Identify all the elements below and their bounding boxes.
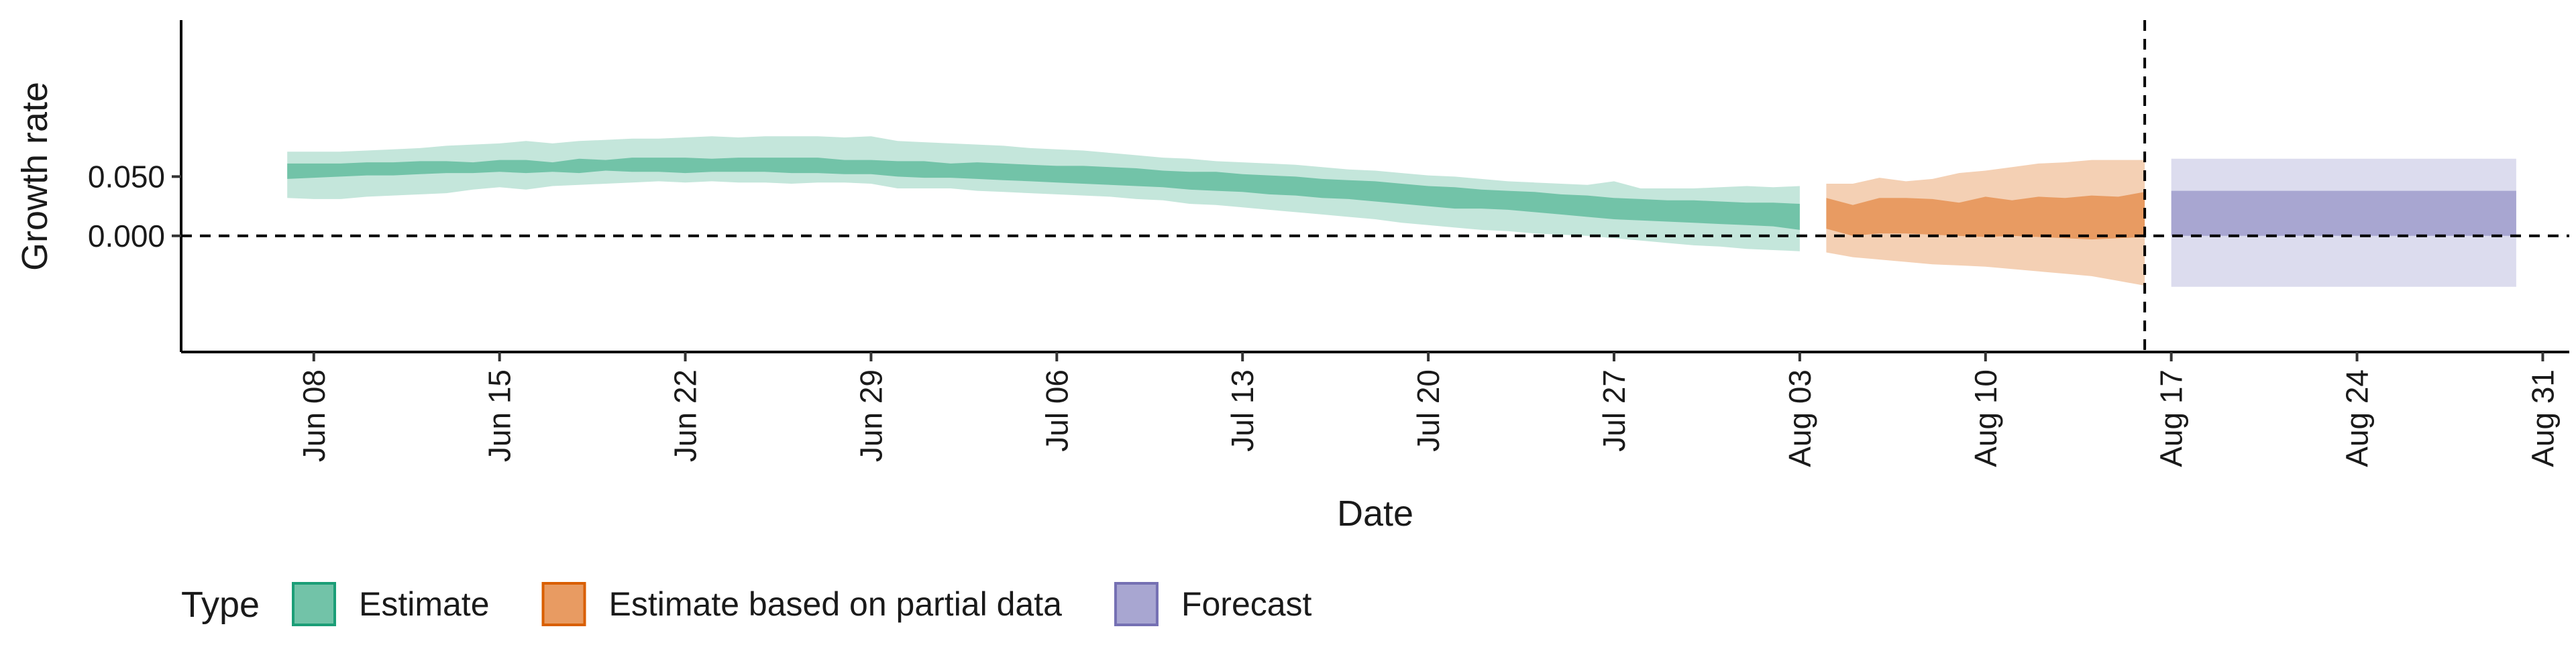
band-50-forecast <box>2171 190 2516 236</box>
x-tick-label: Jul 06 <box>1039 369 1074 452</box>
band-90-estimate <box>287 136 1800 251</box>
x-tick-label: Jul 27 <box>1597 369 1631 452</box>
x-tick-label: Jun 08 <box>297 369 331 462</box>
x-tick-label: Jun 15 <box>482 369 517 462</box>
x-axis-title: Date <box>1337 493 1413 534</box>
x-tick-label: Aug 03 <box>1782 369 1817 467</box>
legend-swatch <box>292 582 336 626</box>
x-tick-label: Aug 24 <box>2340 369 2375 467</box>
legend-label: Forecast <box>1181 585 1312 623</box>
x-tick-label: Jun 29 <box>853 369 888 462</box>
legend-title: Type <box>181 585 260 625</box>
legend-swatch <box>541 582 586 626</box>
band-layer <box>287 136 2516 287</box>
legend-label: Estimate <box>359 585 490 623</box>
x-tick-label: Jun 22 <box>668 369 703 462</box>
x-tick-label: Jul 13 <box>1225 369 1260 452</box>
reference-line-layer <box>181 20 2569 352</box>
band-50-estimate-based-on-partial-data <box>1826 192 2145 240</box>
x-tick-layer: Jun 08 Jun 15 Jun 22 Jun 29 Jul 06 Jul 13 Jul … <box>297 352 2560 467</box>
legend-label: Estimate based on partial data <box>609 585 1063 623</box>
y-tick-label: 0.000 <box>88 219 165 253</box>
x-tick-label: Jul 20 <box>1411 369 1446 452</box>
x-tick-label: Aug 17 <box>2154 369 2189 467</box>
y-axis-title: Growth rate <box>15 82 55 271</box>
y-tick-layer: 0.050 0.000 <box>88 159 181 253</box>
x-tick-label: Aug 10 <box>1968 369 2003 467</box>
y-tick-label: 0.050 <box>88 159 165 194</box>
x-tick-label: Aug 31 <box>2525 369 2560 467</box>
legend: Type Estimate Estimate based on partial d… <box>181 582 1312 626</box>
band-50-estimate <box>287 158 1800 230</box>
legend-swatch <box>1114 582 1159 626</box>
